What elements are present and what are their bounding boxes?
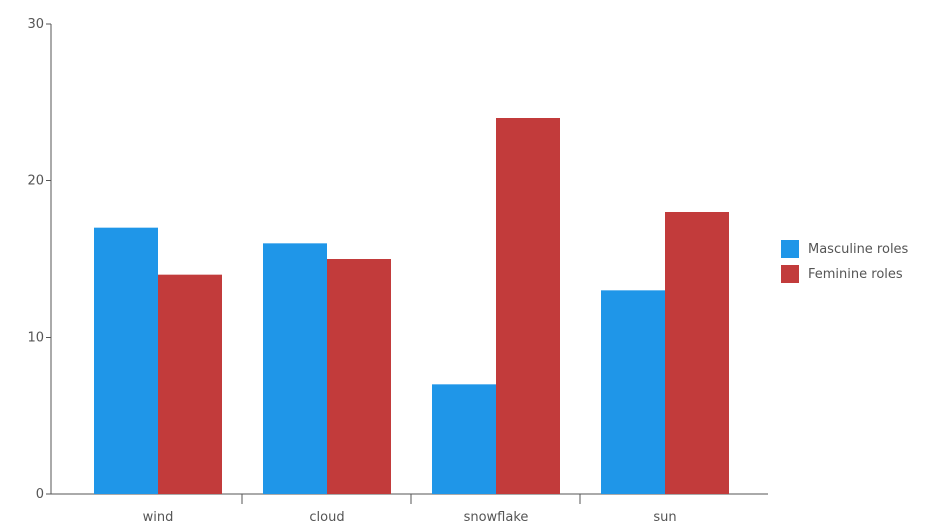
x-tick-label: wind xyxy=(143,510,174,525)
bar-feminine-sun xyxy=(665,212,729,494)
y-tick-label: 10 xyxy=(27,330,44,345)
bar-feminine-cloud xyxy=(327,259,391,494)
legend-swatch-masculine xyxy=(781,240,799,258)
bar-masculine-cloud xyxy=(263,243,327,494)
bar-masculine-snowflake xyxy=(432,384,496,494)
bar-masculine-sun xyxy=(601,290,665,494)
x-tick-label: snowflake xyxy=(464,510,529,525)
bar-feminine-wind xyxy=(158,274,222,494)
legend-label-masculine: Masculine roles xyxy=(808,241,909,257)
y-tick-label: 20 xyxy=(27,174,44,189)
x-tick-label: cloud xyxy=(309,510,344,525)
legend-label-feminine: Feminine roles xyxy=(808,266,903,282)
x-tick-label: sun xyxy=(653,510,676,525)
tick-labels: 0 10 20 30 wind cloud snowflake sun xyxy=(27,17,676,525)
y-tick-label: 30 xyxy=(27,17,44,32)
legend-item-feminine: Feminine roles xyxy=(781,264,931,284)
legend-item-masculine: Masculine roles xyxy=(781,239,931,259)
legend-swatch-feminine xyxy=(781,265,799,283)
y-tick-label: 0 xyxy=(36,487,44,502)
bars xyxy=(94,118,729,494)
bar-masculine-wind xyxy=(94,227,158,494)
legend: Masculine roles Feminine roles xyxy=(781,239,931,289)
bar-feminine-snowflake xyxy=(496,118,560,494)
